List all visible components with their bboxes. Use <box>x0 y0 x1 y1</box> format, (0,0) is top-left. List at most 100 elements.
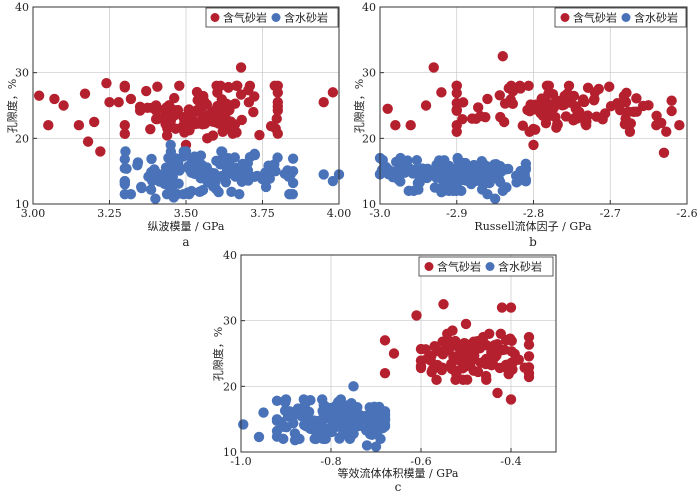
gas-sand-point <box>428 62 439 73</box>
water-sand-point <box>410 164 421 175</box>
water-sand-point <box>335 394 347 405</box>
gas-sand-point <box>588 95 600 106</box>
water-sand-point <box>189 151 200 162</box>
gas-sand-point <box>119 120 130 131</box>
gas-sand-point <box>382 103 393 114</box>
water-sand-point <box>413 184 424 195</box>
water-sand-point <box>145 184 157 195</box>
panel-a-xlabel: 纵波模量 / GPa <box>148 220 225 233</box>
panel-a-legend: 含气砂岩 含水砂岩 <box>205 7 339 28</box>
gas-sand-point <box>523 80 534 92</box>
water-sand-point <box>224 168 236 179</box>
water-sand-point <box>195 165 206 176</box>
x-tick-label: -0.4 <box>500 455 521 468</box>
gas-sand-point <box>604 81 615 92</box>
panel-b-legend: 含气砂岩 含水砂岩 <box>554 7 687 28</box>
gas-sand-point <box>614 104 626 116</box>
gas-sand-point <box>165 120 176 131</box>
x-tick-label: 3.00 <box>21 207 46 220</box>
water-sand-point <box>512 175 524 187</box>
gas-sand-point <box>152 81 163 92</box>
gas-sand-point <box>411 310 422 321</box>
water-sand-point <box>287 153 299 164</box>
gas-sand-point <box>179 117 190 128</box>
water-sand-point <box>318 169 329 180</box>
gas-sand-point <box>134 101 146 113</box>
y-tick-label: 40 <box>362 1 376 14</box>
gas-sand-point <box>225 116 237 127</box>
water-sand-point <box>351 417 363 428</box>
water-sand-point <box>173 178 184 189</box>
water-sand-point <box>427 170 438 181</box>
y-tick-label: 10 <box>15 198 29 211</box>
gas-sand-point <box>651 120 662 131</box>
panel-b-points <box>374 51 685 204</box>
legend-water-marker <box>485 262 495 271</box>
gas-sand-point <box>536 93 547 104</box>
water-sand-point <box>364 402 375 413</box>
water-sand-point <box>348 381 359 392</box>
gas-sand-point <box>661 126 672 137</box>
water-sand-point <box>257 173 268 185</box>
gas-sand-point <box>552 118 563 130</box>
water-sand-point <box>280 394 292 405</box>
panel-c-yticks: 10 20 30 40 <box>223 249 245 459</box>
gas-sand-point <box>254 129 265 141</box>
legend-water-marker <box>271 13 281 22</box>
gas-sand-point <box>550 97 561 109</box>
gas-sand-point <box>272 105 283 116</box>
gas-sand-point <box>431 374 442 385</box>
gas-sand-point <box>599 108 611 119</box>
water-sand-point <box>482 188 493 200</box>
panel-c-points <box>238 299 535 452</box>
water-sand-point <box>226 186 237 198</box>
gas-sand-point <box>545 110 556 122</box>
water-sand-point <box>318 425 329 437</box>
gas-sand-point <box>420 344 431 355</box>
water-sand-point <box>180 146 192 157</box>
water-sand-point <box>166 170 178 182</box>
panel-b-yticks: 10 20 30 40 <box>362 1 384 211</box>
gas-sand-point <box>472 102 484 113</box>
x-tick-label: 3.50 <box>174 207 199 220</box>
water-sand-point <box>234 188 245 200</box>
water-sand-point <box>476 159 487 170</box>
water-sand-point <box>490 167 501 178</box>
gas-sand-point <box>125 93 137 105</box>
gas-sand-point <box>578 94 589 105</box>
gas-sand-point <box>605 100 617 112</box>
gas-sand-point <box>482 93 493 105</box>
gas-sand-point <box>580 119 592 131</box>
water-sand-point <box>373 401 385 413</box>
x-tick-label: -0.6 <box>410 455 431 468</box>
water-sand-point <box>258 407 269 418</box>
gas-sand-point <box>235 62 247 73</box>
gas-sand-point <box>420 100 432 111</box>
water-sand-point <box>183 188 195 200</box>
water-sand-point <box>339 404 350 415</box>
legend-gas-marker <box>424 262 434 271</box>
gas-sand-point <box>248 106 259 118</box>
water-sand-point <box>151 169 162 180</box>
panel-c-legend: 含气砂岩 含水砂岩 <box>418 256 554 277</box>
gas-sand-point <box>507 98 518 110</box>
panel-b-xlabel: Russell流体因子 / GPa <box>474 219 592 233</box>
gas-sand-point <box>505 394 517 405</box>
water-sand-point <box>375 433 386 445</box>
gas-sand-point <box>461 374 473 385</box>
water-sand-point <box>121 163 132 174</box>
gas-sand-point <box>232 80 243 92</box>
panel-b-ylabel: 孔隙度，% <box>352 79 366 133</box>
panel-a-xticks: 3.00 3.25 3.50 3.75 4.00 <box>21 200 351 220</box>
gas-sand-point <box>496 302 508 313</box>
gas-sand-point <box>469 350 480 361</box>
water-sand-point <box>244 152 256 163</box>
gas-sand-point <box>543 80 555 92</box>
water-sand-point <box>478 170 489 182</box>
water-sand-point <box>260 181 272 193</box>
gas-sand-point <box>271 113 282 124</box>
x-tick-label: -2.7 <box>600 207 621 220</box>
gas-sand-point <box>631 93 642 104</box>
gas-sand-point <box>436 87 447 98</box>
